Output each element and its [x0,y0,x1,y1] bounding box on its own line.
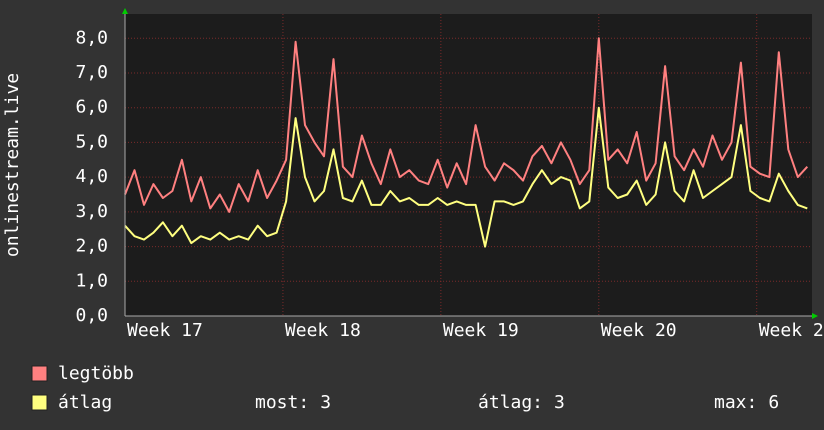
x-tick-label: Week 21 [759,320,824,341]
legend-swatch [31,365,48,382]
y-axis-label: onlinestream.live [2,73,23,257]
x-axis-arrow [812,313,818,319]
stat: max: 6 [714,392,779,413]
x-tick-label: Week 19 [443,320,519,341]
x-tick-label: Week 18 [285,320,361,341]
stat: most: 3 [255,392,331,413]
legend-label: legtöbb [58,363,134,384]
y-tick-label: 8,0 [75,27,108,48]
y-tick-label: 5,0 [75,131,108,152]
stat-value: 3 [554,392,565,413]
series-line [124,106,808,248]
legend-swatch [31,394,48,411]
stat: átlag: 3 [478,392,565,413]
x-tick-label: Week 20 [601,320,677,341]
stat-label: most: [255,392,309,413]
y-tick-label: 4,0 [75,166,108,187]
x-tick-label: Week 17 [127,320,203,341]
y-tick-label: 3,0 [75,201,108,222]
y-tick-label: 6,0 [75,97,108,118]
y-tick-label: 0,0 [75,305,108,326]
stat-value: 6 [768,392,779,413]
stat-label: átlag: [478,392,543,413]
stat-label: max: [714,392,757,413]
series-line [124,37,809,213]
y-tick-label: 1,0 [75,270,108,291]
y-tick-label: 7,0 [75,62,108,83]
marks [124,37,809,248]
y-axis-arrow [122,8,128,14]
stat-value: 3 [320,392,331,413]
legend-label: átlag [58,392,112,413]
y-tick-label: 2,0 [75,236,108,257]
